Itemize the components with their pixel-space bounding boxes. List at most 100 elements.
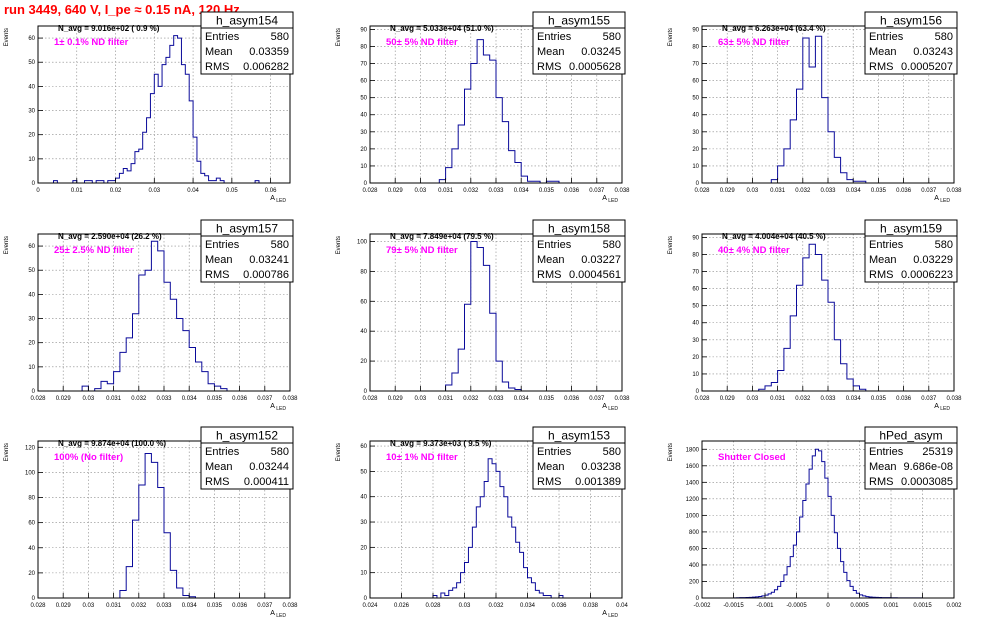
- y-tick-label: 40: [360, 329, 367, 335]
- x-tick-label: 0.038: [282, 603, 298, 609]
- x-tick-label: 0.03: [747, 188, 759, 194]
- stats-value: 0.0004561: [569, 269, 621, 281]
- x-tick-label: 0.035: [539, 396, 555, 402]
- y-tick-label: 1400: [686, 480, 700, 486]
- stats-label: Entries: [205, 239, 240, 251]
- stats-label: Mean: [205, 254, 233, 266]
- stats-title: h_asym152: [216, 429, 278, 443]
- navg-label: N_avg = 9.016e+02 ( 0.9 %): [58, 24, 160, 33]
- stats-value: 580: [271, 239, 289, 251]
- y-tick-label: 10: [28, 157, 35, 163]
- run-title: run 3449, 640 V, I_pe ≈ 0.15 nA, 120 Hz: [4, 2, 240, 17]
- y-tick-label: 40: [360, 113, 367, 119]
- histogram-hPed_asym: -0.002 -0.0015 -0.001 -0.0005 0 0.0005 0.001 0.…: [668, 426, 962, 609]
- stats-label: Entries: [537, 31, 572, 43]
- stats-value: 0.03227: [581, 254, 621, 266]
- x-tick-label: -0.0005: [786, 603, 807, 609]
- stats-label: RMS: [537, 61, 561, 73]
- y-tick-label: 20: [28, 133, 35, 139]
- y-tick-label: 20: [28, 341, 35, 347]
- stats-label: Entries: [205, 446, 240, 458]
- navg-label: N_avg = 5.033e+04 (51.0 %): [390, 24, 494, 33]
- filter-label: 100% (No filter): [54, 452, 123, 463]
- x-tick-label: 0.036: [232, 603, 248, 609]
- y-tick-label: 10: [692, 372, 699, 378]
- x-tick-label: 0.032: [463, 396, 479, 402]
- x-tick-label: 0.037: [589, 188, 605, 194]
- x-axis-title: A LED: [934, 195, 950, 204]
- x-tick-label: 0.033: [488, 396, 504, 402]
- x-tick-label: 0.0015: [913, 603, 932, 609]
- x-axis-title: A LED: [270, 610, 286, 619]
- y-tick-label: 20: [28, 571, 35, 577]
- stats-box: [864, 11, 958, 75]
- y-tick-label: 1600: [686, 464, 700, 470]
- x-tick-label: 0.035: [207, 603, 223, 609]
- y-tick-label: 600: [689, 546, 700, 552]
- x-tick-label: 0.035: [207, 396, 223, 402]
- stats-value: 0.03243: [913, 46, 953, 58]
- histogram-h_asym156: 0.028 0.029 0.03 0.031 0.032 0.033 0.034 0.035 0…: [668, 11, 962, 204]
- y-tick-label: 90: [360, 27, 367, 33]
- stats-value: 580: [271, 31, 289, 43]
- x-tick-label: 0.03: [148, 188, 160, 194]
- stats-label: RMS: [205, 476, 229, 488]
- x-tick-label: 0.037: [257, 603, 273, 609]
- x-tick-label: 0.034: [846, 188, 862, 194]
- x-tick-label: 0.029: [56, 603, 72, 609]
- x-axis-title: A LED: [602, 195, 618, 204]
- x-tick-label: 0.03: [83, 396, 95, 402]
- stats-value: 0.03241: [249, 254, 289, 266]
- x-tick-label: 0.03: [83, 603, 95, 609]
- y-tick-label: 40: [692, 321, 699, 327]
- x-tick-label: 0.0005: [850, 603, 869, 609]
- stats-label: Mean: [205, 461, 233, 473]
- stats-title: h_asym158: [548, 222, 610, 236]
- histogram-line: [445, 240, 522, 391]
- stats-value: 9.686e-08: [903, 461, 953, 473]
- y-tick-label: 60: [360, 444, 367, 450]
- x-axis-title: A LED: [270, 195, 286, 204]
- stats-box: [532, 426, 626, 490]
- stats-value: 580: [603, 446, 621, 458]
- y-tick-label: 80: [28, 496, 35, 502]
- y-tick-label: 1200: [686, 497, 700, 503]
- histogram-h_asym157: 0.028 0.029 0.03 0.031 0.032 0.033 0.034 0.035 0…: [4, 219, 298, 412]
- y-tick-label: 100: [357, 239, 368, 245]
- y-tick-label: 90: [692, 235, 699, 241]
- y-tick-label: 50: [360, 96, 367, 102]
- histogram-line: [438, 39, 560, 183]
- y-tick-label: 0: [364, 389, 368, 395]
- x-tick-label: 0.038: [614, 396, 630, 402]
- stats-label: Mean: [869, 461, 897, 473]
- stats-label: RMS: [869, 61, 893, 73]
- filter-label: 25± 2.5% ND filter: [54, 245, 134, 256]
- y-axis-title: Events: [668, 443, 674, 461]
- y-axis-title: Events: [668, 28, 674, 46]
- y-tick-label: 1800: [686, 447, 700, 453]
- x-tick-label: 0.03: [415, 188, 427, 194]
- stats-value: 0.0003085: [901, 476, 953, 488]
- y-tick-label: 120: [25, 445, 36, 451]
- stats-value: 0.001389: [575, 476, 621, 488]
- x-tick-label: 0.028: [694, 188, 710, 194]
- x-tick-label: 0.028: [694, 396, 710, 402]
- stats-label: Entries: [205, 31, 240, 43]
- x-tick-label: 0.035: [539, 188, 555, 194]
- stats-title: h_asym159: [880, 222, 942, 236]
- y-tick-label: 80: [360, 44, 367, 50]
- y-tick-label: 70: [692, 62, 699, 68]
- y-tick-label: 80: [360, 269, 367, 275]
- x-tick-label: 0.034: [182, 396, 198, 402]
- y-tick-label: 60: [28, 244, 35, 250]
- y-tick-label: 10: [28, 365, 35, 371]
- histogram-h_asym152: 0.028 0.029 0.03 0.031 0.032 0.033 0.034 0.035 0…: [4, 426, 298, 619]
- x-tick-label: 0.024: [362, 603, 378, 609]
- x-tick-label: 0.028: [425, 603, 441, 609]
- x-tick-label: 0.03: [747, 396, 759, 402]
- y-tick-label: 50: [692, 96, 699, 102]
- x-tick-label: 0.028: [362, 188, 378, 194]
- stats-value: 0.03244: [249, 461, 289, 473]
- stats-label: Entries: [869, 31, 904, 43]
